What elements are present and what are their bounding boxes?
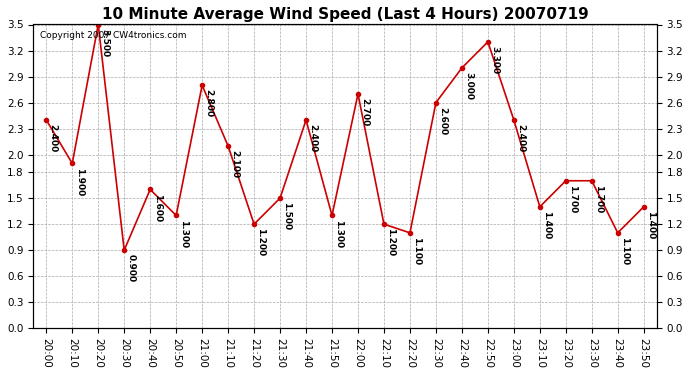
- Text: 2.700: 2.700: [360, 98, 369, 126]
- Text: 1.500: 1.500: [282, 202, 291, 230]
- Title: 10 Minute Average Wind Speed (Last 4 Hours) 20070719: 10 Minute Average Wind Speed (Last 4 Hou…: [101, 7, 589, 22]
- Text: 2.400: 2.400: [308, 124, 317, 152]
- Text: 1.300: 1.300: [335, 220, 344, 248]
- Text: 2.800: 2.800: [204, 89, 214, 117]
- Text: 1.700: 1.700: [569, 185, 578, 213]
- Text: 2.100: 2.100: [230, 150, 239, 178]
- Text: 2.400: 2.400: [49, 124, 58, 152]
- Text: 1.200: 1.200: [257, 228, 266, 256]
- Text: 1.700: 1.700: [594, 185, 603, 213]
- Text: 2.400: 2.400: [516, 124, 525, 152]
- Text: 1.900: 1.900: [75, 168, 83, 196]
- Text: 1.400: 1.400: [542, 211, 551, 239]
- Text: 1.200: 1.200: [386, 228, 395, 256]
- Text: Copyright 2007 CW4tronics.com: Copyright 2007 CW4tronics.com: [39, 31, 186, 40]
- Text: 1.100: 1.100: [620, 237, 629, 265]
- Text: 1.300: 1.300: [179, 220, 188, 248]
- Text: 3.300: 3.300: [491, 46, 500, 74]
- Text: 2.600: 2.600: [438, 107, 447, 135]
- Text: 3.000: 3.000: [464, 72, 473, 100]
- Text: 0.900: 0.900: [127, 254, 136, 282]
- Text: 3.500: 3.500: [101, 28, 110, 57]
- Text: 1.600: 1.600: [152, 194, 161, 222]
- Text: 1.400: 1.400: [646, 211, 656, 239]
- Text: 1.100: 1.100: [413, 237, 422, 265]
